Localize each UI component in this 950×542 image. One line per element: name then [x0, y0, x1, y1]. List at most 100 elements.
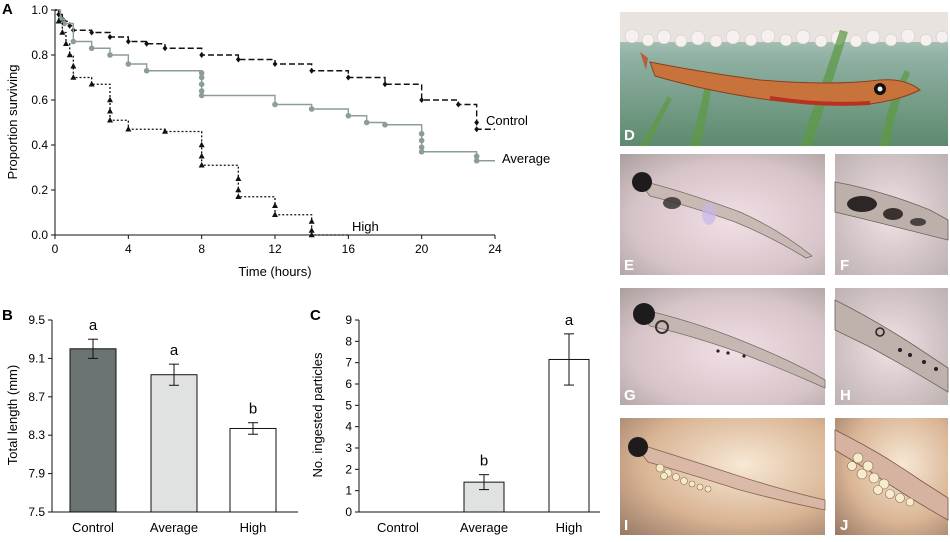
x-tick-label: 4 [125, 242, 132, 256]
larva-h-body [834, 299, 949, 393]
point-high [198, 161, 205, 168]
point-high [235, 193, 242, 199]
y-tick-label: 3 [345, 441, 352, 455]
point-high [70, 74, 77, 80]
y-tick-label: 4 [345, 420, 352, 434]
x-tick-label: 16 [342, 242, 356, 256]
panel-c: C No. ingested particles 0 1 2 3 4 5 6 7 8 9 Cont… [310, 307, 600, 535]
point-average [198, 70, 205, 76]
point-average [198, 74, 205, 81]
point-high [66, 51, 73, 58]
point-control [474, 126, 480, 133]
point-control [309, 67, 315, 74]
point-control [162, 45, 168, 52]
larva-e-eye [632, 172, 652, 192]
category-label: Control [377, 520, 419, 535]
photo-e-letter: E [624, 257, 634, 274]
y-tick-label: 8.3 [28, 428, 45, 442]
larva-j-body [834, 429, 949, 521]
panel-c-ylabel: No. ingested particles [310, 352, 325, 478]
bar-average [150, 374, 198, 513]
series-line-average [55, 9, 495, 162]
point-average [418, 144, 425, 151]
legend-average: Average [502, 151, 550, 166]
category-label: Average [460, 520, 508, 535]
x-tick-label: 20 [415, 242, 429, 256]
y-tick-label: 8 [345, 334, 352, 348]
panel-a-xlabel: Time (hours) [238, 264, 311, 279]
point-control [235, 56, 241, 63]
point-high [308, 227, 315, 233]
photo-e: E [620, 154, 825, 275]
significance-letter: a [170, 342, 179, 359]
significance-letter: a [565, 312, 574, 329]
y-tick-label: 7 [345, 356, 352, 370]
point-average [473, 153, 480, 160]
panel-a-letter: A [2, 1, 13, 18]
point-average [308, 106, 315, 112]
photo-h: H [834, 288, 949, 405]
point-high [198, 141, 205, 148]
series-line-control [55, 9, 495, 130]
y-tick-label: 7.5 [28, 505, 45, 519]
ingested-particles-j [847, 452, 915, 507]
point-high [70, 62, 77, 69]
point-high [107, 116, 113, 123]
photo-i-letter: I [624, 517, 628, 534]
point-average [272, 101, 278, 108]
y-tick-label: 0.2 [31, 183, 48, 197]
point-high [162, 128, 168, 134]
point-high [308, 218, 315, 224]
y-tick-label: 0.6 [31, 93, 48, 107]
photo-d: D [620, 12, 949, 146]
point-average [418, 148, 425, 155]
panel-a: A Proportion surviving Time (hours) 0 4 8 1… [2, 1, 550, 279]
y-tick-label: 8.7 [28, 390, 45, 404]
significance-letter: a [89, 317, 98, 334]
photo-i: I [620, 418, 826, 535]
panel-b-ylabel: Total length (mm) [5, 365, 20, 465]
photo-g: G [620, 288, 826, 405]
category-label: Average [150, 520, 198, 535]
larva-g-body [635, 307, 826, 389]
point-high [308, 231, 315, 238]
point-average [382, 121, 388, 128]
point-control [144, 40, 150, 47]
y-tick-label: 0.0 [31, 228, 48, 242]
photo-g-letter: G [624, 387, 636, 404]
point-control [67, 22, 73, 29]
point-high [88, 80, 95, 87]
point-high [125, 125, 132, 132]
photo-d-letter: D [624, 127, 635, 144]
point-average [198, 92, 205, 99]
legend-control: Control [486, 113, 528, 128]
point-control [474, 119, 480, 126]
category-label: High [240, 520, 267, 535]
photo-h-letter: H [840, 387, 851, 404]
point-high [235, 186, 242, 193]
point-high [55, 17, 62, 24]
panel-b: B Total length (mm) 7.5 7.9 8.3 8.7 9.1 9.5 a… [2, 307, 298, 535]
x-tick-label: 24 [488, 242, 502, 256]
point-control [89, 29, 95, 36]
x-tick-label: 12 [268, 242, 282, 256]
photo-f: F [834, 154, 949, 275]
larva-e-yolk [663, 197, 681, 209]
point-control [107, 34, 113, 40]
point-control [455, 101, 461, 108]
photo-f-letter: F [840, 257, 849, 274]
category-label: Control [72, 520, 114, 535]
bar-control [69, 348, 117, 513]
point-average [363, 119, 370, 126]
point-average [198, 88, 205, 94]
point-high [107, 107, 113, 114]
point-control [199, 52, 205, 58]
y-tick-label: 5 [345, 398, 352, 412]
point-high [235, 175, 242, 181]
point-average [61, 20, 67, 27]
y-tick-label: 7.9 [28, 467, 45, 481]
point-average [125, 61, 132, 67]
point-average [418, 130, 425, 137]
y-tick-label: 9.1 [28, 351, 45, 365]
